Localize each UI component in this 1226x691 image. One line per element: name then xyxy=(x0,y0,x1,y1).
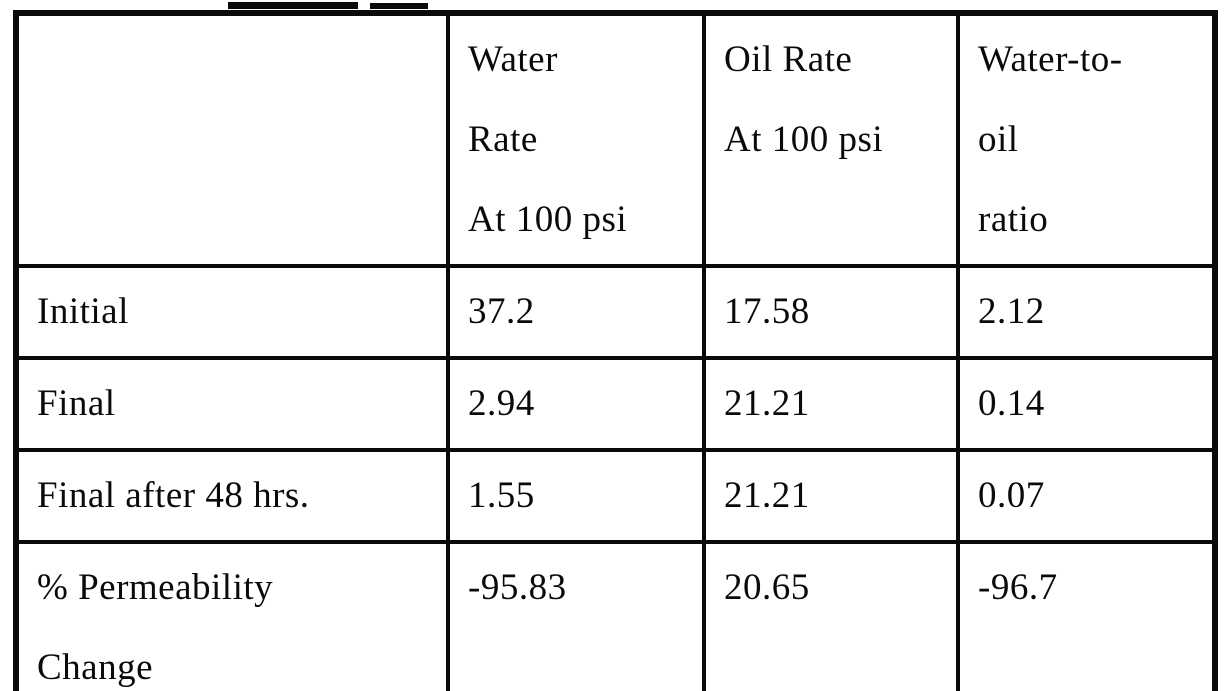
table-row-initial: Initial 37.2 17.58 2.12 xyxy=(14,264,1217,360)
table-row-final: Final 2.94 21.21 0.14 xyxy=(14,356,1217,452)
cell-final-water-to-oil-ratio: 0.14 xyxy=(956,356,1217,452)
row-label-initial: Initial xyxy=(14,264,450,360)
scan-artifact xyxy=(370,3,428,9)
cell-final48-oil-rate: 21.21 xyxy=(702,448,960,544)
row-label-final: Final xyxy=(14,356,450,452)
cell-permchange-oil-rate: 20.65 xyxy=(702,540,960,691)
cell-initial-water-rate: 37.2 xyxy=(446,264,706,360)
row-label-percent-permeability-change: % Permeability Change xyxy=(14,540,450,691)
header-cell-empty xyxy=(14,11,450,268)
cell-final48-water-to-oil-ratio: 0.07 xyxy=(956,448,1217,544)
table-header-row: Water Rate At 100 psi Oil Rate At 100 ps… xyxy=(14,11,1217,268)
header-cell-water-rate: Water Rate At 100 psi xyxy=(446,11,706,268)
permeability-results-table: Water Rate At 100 psi Oil Rate At 100 ps… xyxy=(13,10,1218,691)
cell-final48-water-rate: 1.55 xyxy=(446,448,706,544)
cell-permchange-water-to-oil-ratio: -96.7 xyxy=(956,540,1217,691)
header-cell-oil-rate: Oil Rate At 100 psi xyxy=(702,11,960,268)
table-row-percent-permeability-change: % Permeability Change -95.83 20.65 -96.7 xyxy=(14,540,1217,691)
header-cell-water-to-oil-ratio: Water-to- oil ratio xyxy=(956,11,1217,268)
cell-initial-oil-rate: 17.58 xyxy=(702,264,960,360)
cell-initial-water-to-oil-ratio: 2.12 xyxy=(956,264,1217,360)
cell-final-oil-rate: 21.21 xyxy=(702,356,960,452)
row-label-final-after-48-hrs: Final after 48 hrs. xyxy=(14,448,450,544)
cell-permchange-water-rate: -95.83 xyxy=(446,540,706,691)
table-row-final-after-48-hrs: Final after 48 hrs. 1.55 21.21 0.07 xyxy=(14,448,1217,544)
scan-artifact xyxy=(228,2,358,9)
cell-final-water-rate: 2.94 xyxy=(446,356,706,452)
